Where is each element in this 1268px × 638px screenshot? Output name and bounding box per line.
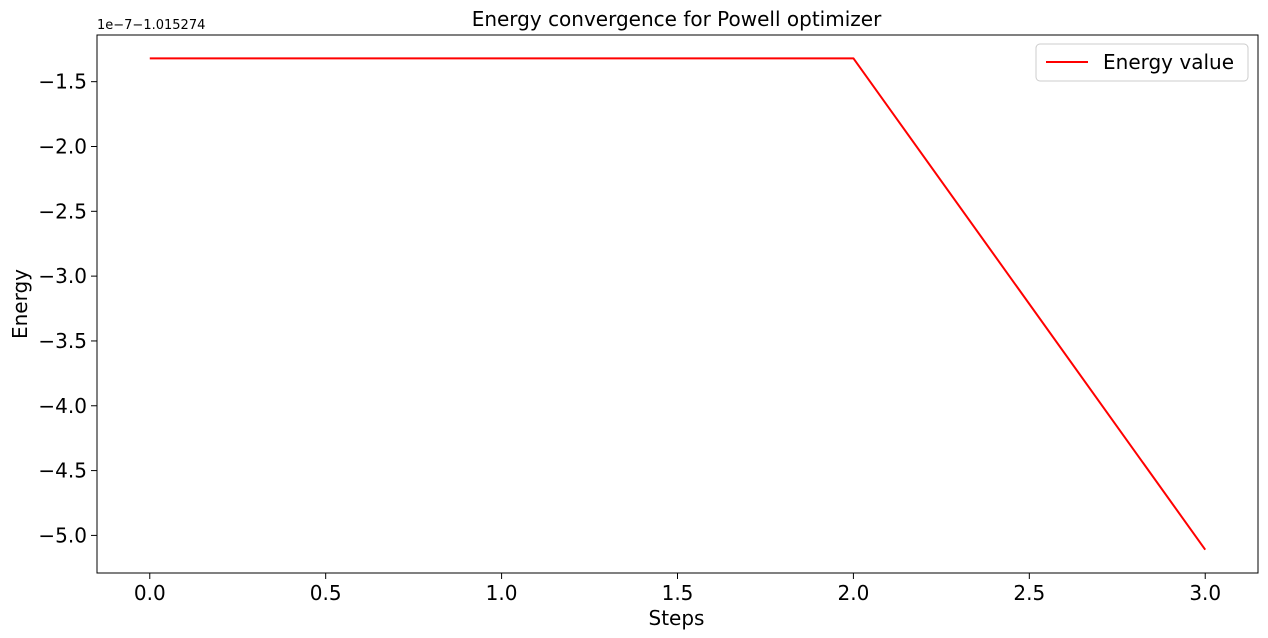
x-axis-label: Steps — [649, 606, 705, 630]
y-offset-text: 1e−7−1.015274 — [97, 18, 205, 33]
x-tick-label: 2.5 — [1013, 581, 1045, 605]
y-tick-label: −2.0 — [38, 134, 87, 158]
plot-area — [149, 57, 1207, 551]
series-line-energy-value — [149, 57, 1207, 551]
x-tick-label: 0.0 — [134, 581, 166, 605]
y-tick-label: −2.5 — [38, 199, 87, 223]
x-tick-label: 3.0 — [1189, 581, 1221, 605]
y-tick-label: −1.5 — [38, 70, 87, 94]
y-tick-label: −3.0 — [38, 264, 87, 288]
x-tick-label: 0.5 — [310, 581, 342, 605]
plot-frame — [96, 34, 1259, 574]
x-axis: 0.0 0.5 1.0 1.5 2.0 2.5 3.0 — [134, 573, 1221, 605]
y-tick-label: −3.5 — [38, 329, 87, 353]
y-tick-label: −4.0 — [38, 394, 87, 418]
x-tick-label: 1.5 — [662, 581, 694, 605]
y-tick-label: −5.0 — [38, 523, 87, 547]
legend-label: Energy value — [1103, 50, 1234, 74]
y-axis: −1.5 −2.0 −2.5 −3.0 −3.5 −4.0 −4.5 −5.0 — [38, 70, 97, 547]
chart-title: Energy convergence for Powell optimizer — [472, 7, 882, 31]
x-tick-label: 1.0 — [486, 581, 518, 605]
y-axis-label: Energy — [8, 269, 32, 339]
x-tick-label: 2.0 — [838, 581, 870, 605]
legend: Energy value — [1035, 43, 1249, 82]
y-tick-label: −4.5 — [38, 459, 87, 483]
legend-box — [1035, 43, 1249, 82]
